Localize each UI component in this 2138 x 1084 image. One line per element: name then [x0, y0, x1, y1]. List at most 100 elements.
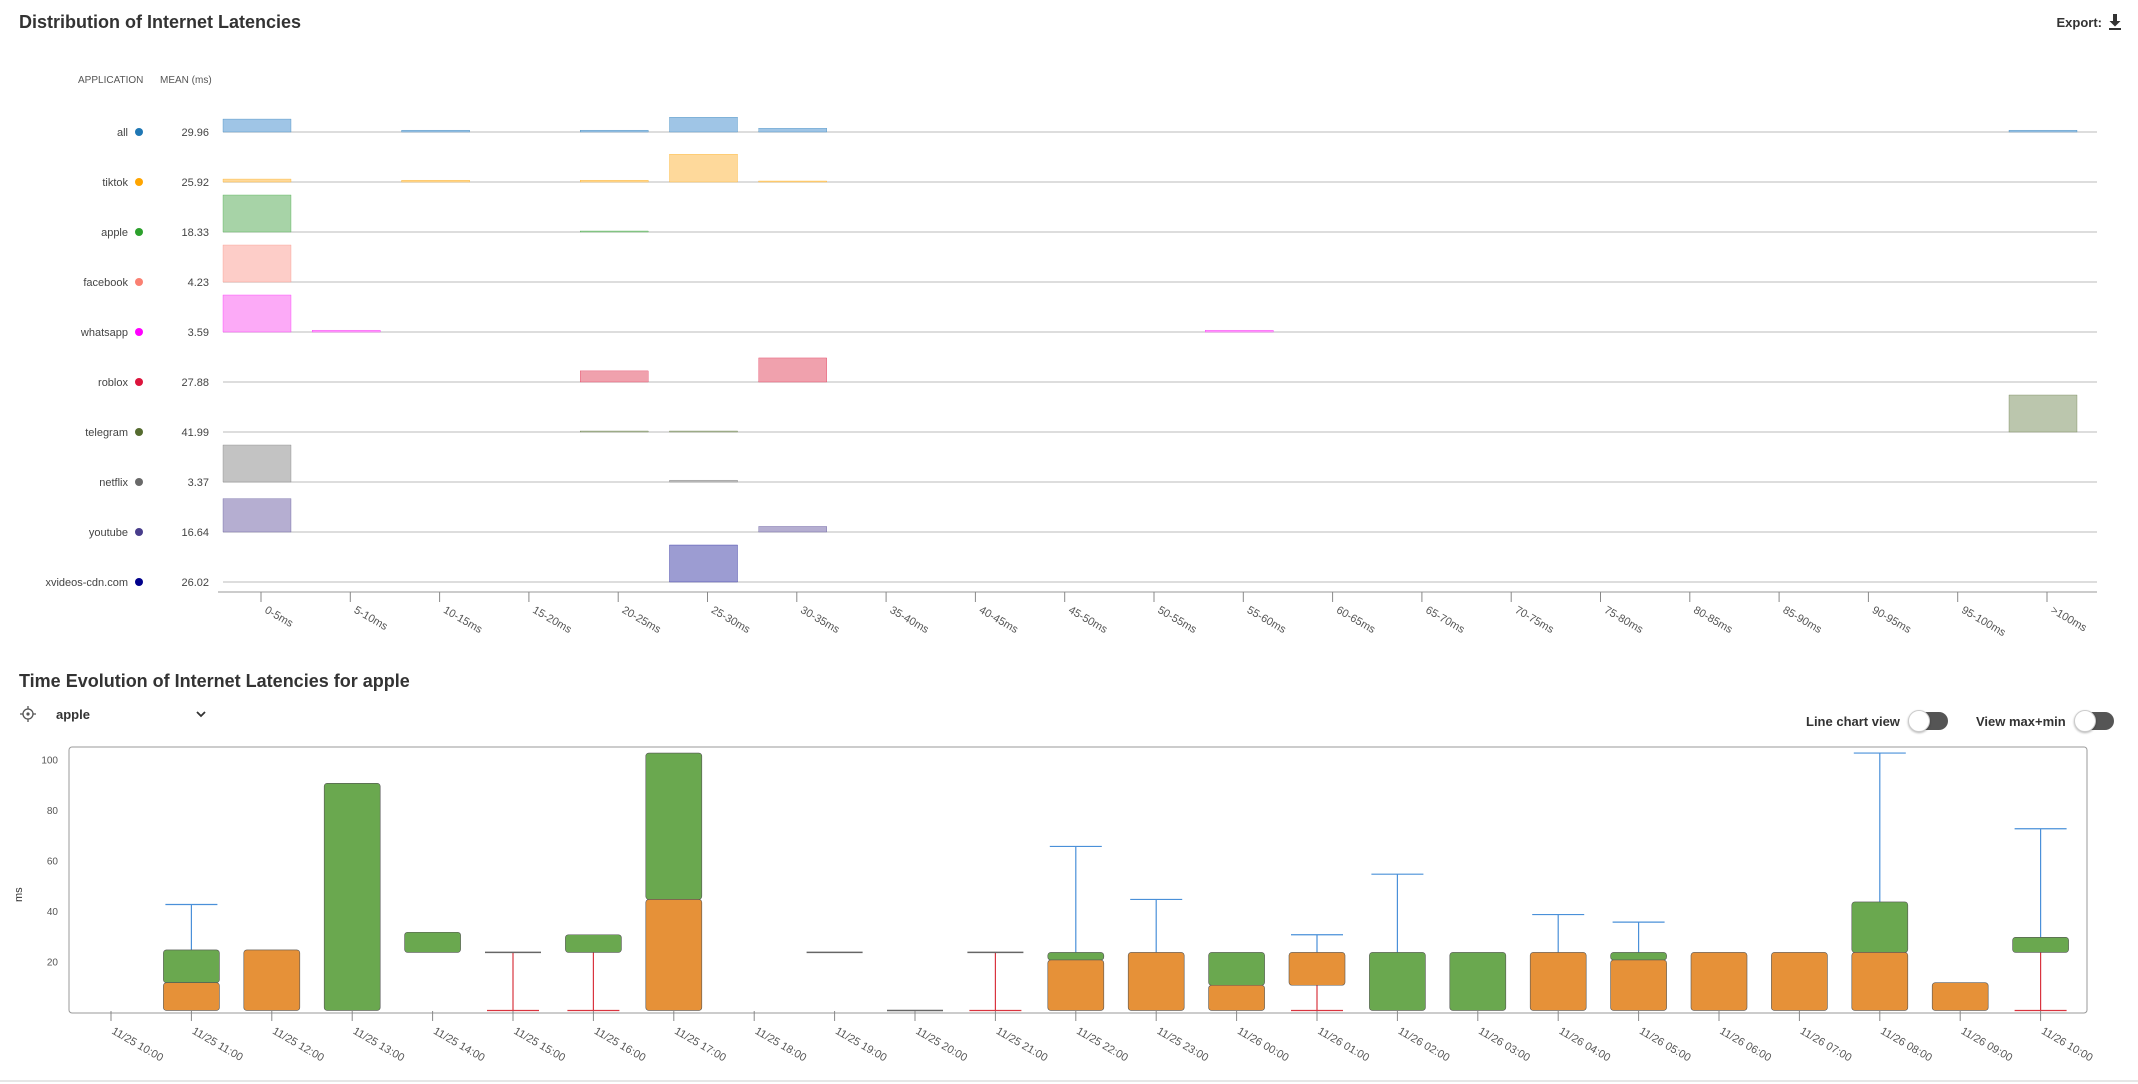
- x-tick-label: 11/25 18:00: [753, 1025, 809, 1064]
- box-lower: [645, 899, 703, 1011]
- histogram-bar: [580, 430, 649, 433]
- box-lower: [1931, 982, 1989, 1011]
- box-upper: [1610, 952, 1667, 961]
- box-lower: [1208, 984, 1265, 1011]
- latency-distribution-chart: APPLICATION MEAN (ms) all 29.96 tiktok 25.9…: [45, 75, 2097, 639]
- app-name-label: roblox: [98, 377, 128, 389]
- x-tick-label: 50-55ms: [1156, 604, 1199, 636]
- app-name-label: apple: [101, 227, 128, 239]
- histogram-bar: [1205, 329, 1274, 333]
- app-mean-value: 41.99: [181, 427, 209, 439]
- box-lower: [1288, 952, 1346, 986]
- chevron-down-icon: [196, 711, 206, 718]
- box-upper: [1047, 952, 1105, 961]
- app-name-label: telegram: [85, 427, 128, 439]
- x-tick-label: 55-60ms: [1245, 604, 1288, 636]
- x-tick-label: 11/26 08:00: [1878, 1025, 1934, 1064]
- y-tick-label: 60: [47, 857, 59, 868]
- x-tick-label: 11/26 09:00: [1959, 1025, 2015, 1064]
- box-lower: [1771, 952, 1828, 1011]
- evolution-title: Time Evolution of Internet Latencies for…: [19, 671, 410, 691]
- x-tick-label: 95-100ms: [1959, 604, 2008, 639]
- histogram-bar: [758, 526, 827, 533]
- histogram-bar: [669, 117, 738, 133]
- box-lower: [243, 949, 301, 1011]
- x-tick-label: 11/25 21:00: [994, 1025, 1050, 1064]
- histogram-bar: [580, 129, 649, 133]
- histogram-bar: [669, 154, 738, 183]
- app-name-label: all: [117, 127, 128, 139]
- export-button[interactable]: Export:: [2057, 14, 2123, 30]
- x-tick-label: 70-75ms: [1513, 604, 1556, 636]
- app-color-dot: [135, 578, 143, 586]
- box-upper: [323, 783, 381, 1011]
- x-tick-label: 11/25 10:00: [110, 1025, 166, 1064]
- histogram-bar: [758, 357, 827, 383]
- line-chart-label: Line chart view: [1806, 713, 1900, 729]
- histogram-bar: [669, 544, 738, 583]
- y-tick-label: 40: [47, 907, 59, 918]
- histogram-bar: [669, 430, 738, 433]
- app-color-dot: [135, 378, 143, 386]
- x-tick-label: 11/26 03:00: [1476, 1025, 1532, 1064]
- app-color-dot: [135, 278, 143, 286]
- histogram-bar: [222, 294, 292, 333]
- y-tick-label: 100: [41, 756, 58, 767]
- app-color-dot: [135, 428, 143, 436]
- x-tick-label: 5-10ms: [352, 604, 390, 633]
- x-tick-label: 11/26 05:00: [1637, 1025, 1693, 1064]
- x-tick-label: 11/25 12:00: [270, 1025, 326, 1064]
- histogram-bar: [222, 244, 292, 283]
- box-lower: [1610, 959, 1667, 1011]
- x-tick-label: 11/26 10:00: [2039, 1025, 2095, 1064]
- box-lower: [163, 982, 220, 1011]
- x-tick-label: 11/25 14:00: [431, 1025, 487, 1064]
- histogram-bar: [580, 230, 649, 233]
- histogram-bar: [758, 180, 827, 183]
- maxmin-label: View max+min: [1976, 713, 2066, 729]
- box-upper: [565, 934, 622, 953]
- box-upper: [1449, 952, 1507, 1011]
- box-lower: [1127, 952, 1185, 1011]
- app-dropdown-value: apple: [56, 706, 90, 722]
- x-tick-label: 11/25 13:00: [351, 1025, 407, 1064]
- histogram-bar: [222, 178, 292, 183]
- x-tick-label: 35-40ms: [888, 604, 931, 636]
- x-tick-label: 11/25 16:00: [592, 1025, 648, 1064]
- box-upper: [404, 931, 461, 953]
- app-mean-value: 18.33: [181, 227, 209, 239]
- x-tick-label: 11/25 19:00: [833, 1025, 889, 1064]
- crosshair-icon[interactable]: [20, 706, 36, 722]
- histogram-bar: [222, 498, 292, 533]
- x-tick-label: 25-30ms: [709, 604, 752, 636]
- app-mean-value: 25.92: [181, 177, 209, 189]
- app-name-label: netflix: [99, 477, 128, 489]
- histogram-bar: [312, 329, 381, 333]
- histogram-bar: [669, 479, 738, 483]
- x-tick-label: 65-70ms: [1423, 604, 1466, 636]
- x-tick-label: 15-20ms: [530, 604, 573, 636]
- app-selector[interactable]: apple: [20, 706, 206, 722]
- app-color-dot: [135, 328, 143, 336]
- histogram-bar: [580, 370, 649, 383]
- line-chart-toggle[interactable]: [1907, 710, 1948, 732]
- app-color-dot: [135, 478, 143, 486]
- bottom-divider: [0, 1080, 2138, 1082]
- app-name-label: youtube: [89, 527, 128, 539]
- x-tick-label: 20-25ms: [620, 604, 663, 636]
- x-tick-label: >100ms: [2049, 604, 2090, 634]
- x-tick-label: 11/25 23:00: [1155, 1025, 1211, 1064]
- histogram-bar: [401, 129, 470, 133]
- app-color-dot: [135, 178, 143, 186]
- header-mean: MEAN (ms): [160, 75, 212, 86]
- app-dropdown[interactable]: apple: [56, 707, 206, 722]
- app-name-label: tiktok: [102, 177, 128, 189]
- histogram-bar: [580, 179, 649, 183]
- box-upper: [1208, 952, 1265, 986]
- box-upper: [645, 752, 703, 900]
- maxmin-toggle[interactable]: [2073, 710, 2114, 732]
- box-lower: [1851, 952, 1909, 1011]
- histogram-bar: [401, 179, 470, 183]
- x-tick-label: 11/25 17:00: [672, 1025, 728, 1064]
- y-axis-label: ms: [13, 887, 25, 902]
